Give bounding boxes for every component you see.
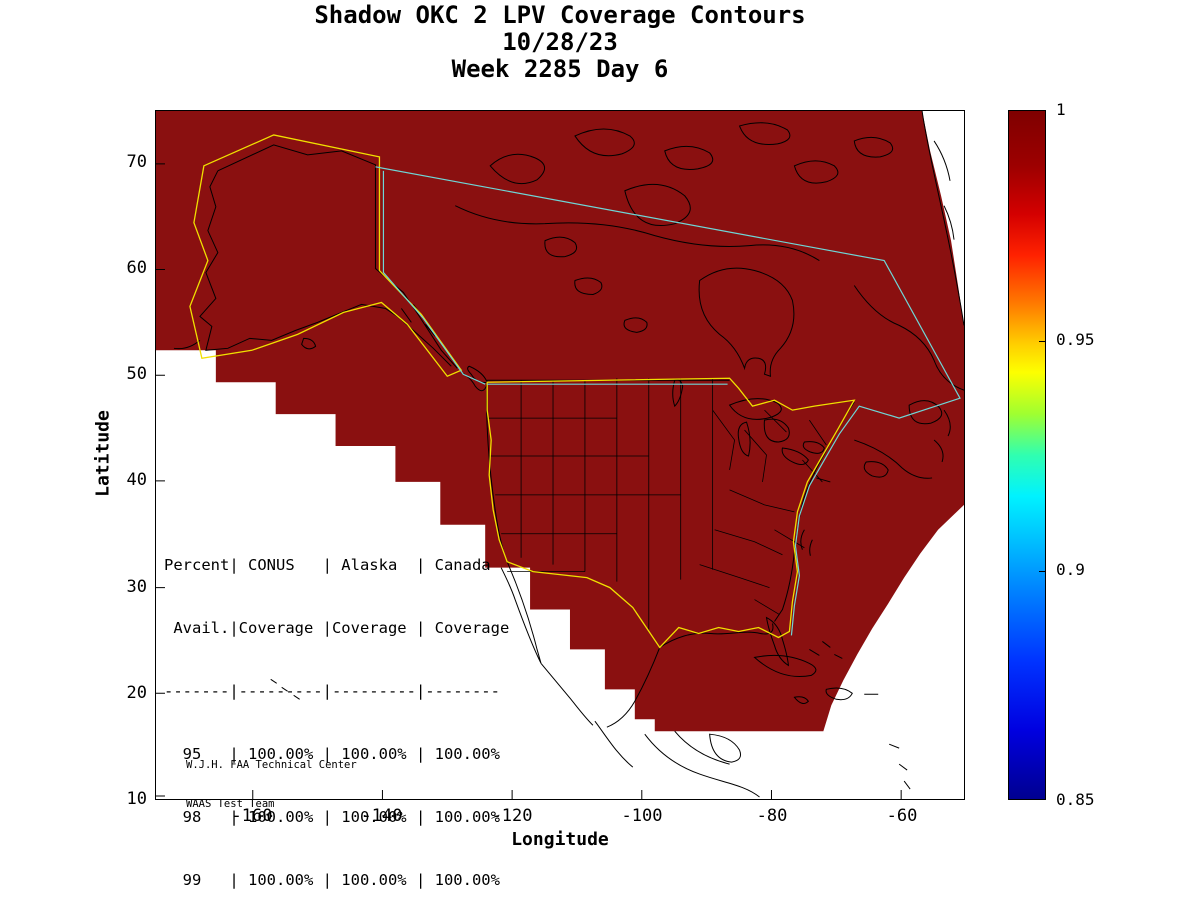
coastline-baja — [500, 561, 542, 664]
y-tick-marks — [156, 163, 165, 797]
y-tick-label-60: 60 — [126, 258, 147, 278]
credit-line-1: W.J.H. FAA Technical Center — [186, 759, 357, 771]
coastline-cuba — [753, 654, 817, 678]
coastline-us-gulf — [659, 623, 774, 648]
coastlines — [173, 111, 964, 798]
y-tick-label-40: 40 — [126, 470, 147, 490]
coastline-caribbean — [793, 641, 911, 790]
coverage-table-row-99: 99 | 100.00% | 100.00% | 100.00% — [164, 871, 500, 889]
credit-line-2: WAAS Test Team — [186, 798, 275, 810]
coastline-us-east — [774, 401, 855, 622]
coastline-hudson-bay — [698, 267, 795, 377]
map-canvas — [156, 111, 964, 799]
coverage-table-header-2: Avail.|Coverage |Coverage | Coverage — [164, 619, 510, 637]
x-tick-label-n80: -80 — [756, 806, 788, 826]
coastline-great-lakes — [728, 398, 825, 466]
state-lines-west — [520, 378, 714, 630]
chart-title: Shadow OKC 2 LPV Coverage Contours — [314, 1, 806, 29]
coverage-table-row-95: 95 | 100.00% | 100.00% | 100.00% — [164, 745, 500, 763]
credit-text: W.J.H. FAA Technical Center WAAS Test Te… — [186, 733, 357, 837]
coastline-arctic-islands — [489, 122, 894, 226]
coastline-central-america — [594, 720, 760, 798]
x-tick-label-n60: -60 — [886, 806, 918, 826]
y-tick-label-20: 20 — [126, 683, 147, 703]
region-contours — [189, 134, 856, 649]
colorbar-tick-095 — [1039, 341, 1045, 342]
coastline-mexico-west — [540, 663, 594, 726]
y-axis-label: Latitude — [92, 410, 114, 497]
service-boundaries — [375, 166, 961, 636]
service-boundary-west — [382, 170, 486, 385]
coastline-canada-lakes — [544, 236, 684, 408]
colorbar — [1008, 110, 1046, 800]
service-boundary-north — [375, 166, 961, 636]
coastline-mexico-gulf — [606, 647, 661, 728]
coastline-st-lawrence — [854, 439, 933, 479]
colorbar-label-090: 0.9 — [1056, 560, 1085, 579]
chart-week-day: Week 2285 Day 6 — [451, 55, 669, 83]
chart-date: 10/28/23 — [502, 28, 618, 56]
chart-title-block: Shadow OKC 2 LPV Coverage Contours 10/28… — [155, 2, 965, 83]
state-lines-horizontal — [487, 417, 681, 573]
axis-tick-marks — [156, 163, 902, 799]
alaska-contour — [189, 134, 463, 378]
x-tick-label-n140: -140 — [361, 806, 403, 826]
x-tick-label-n120: -120 — [491, 806, 533, 826]
coverage-table-header-1: Percent| CONUS | Alaska | Canada — [164, 556, 491, 574]
x-tick-label-n160: -160 — [231, 806, 273, 826]
coverage-table: Percent| CONUS | Alaska | Canada Avail.|… — [164, 513, 509, 900]
plot-area: Percent| CONUS | Alaska | Canada Avail.|… — [155, 110, 965, 889]
state-borders — [487, 378, 827, 630]
coverage-region — [156, 111, 964, 732]
x-axis-label: Longitude — [511, 829, 609, 850]
coastline-labrador — [853, 285, 964, 463]
coastline-hawaii — [270, 678, 300, 700]
y-tick-label-30: 30 — [126, 577, 147, 597]
colorbar-label-085: 0.85 — [1056, 790, 1095, 809]
coastline-florida — [765, 616, 790, 667]
conus-contour — [486, 377, 856, 649]
y-tick-label-70: 70 — [126, 152, 147, 172]
y-tick-label-10: 10 — [126, 789, 147, 809]
coverage-table-row-98: 98 | 100.00% | 100.00% | 100.00% — [164, 808, 500, 826]
coastline-arctic-mainland — [455, 205, 820, 261]
x-tick-marks — [252, 790, 902, 799]
y-tick-label-50: 50 — [126, 364, 147, 384]
coastline-greenland — [921, 111, 964, 326]
coverage-table-separator: -------|---------|---------|-------- — [164, 682, 500, 700]
colorbar-label-1: 1 — [1056, 100, 1066, 119]
state-lines-east — [699, 409, 827, 615]
colorbar-tick-090 — [1039, 571, 1045, 572]
coastline-alaska — [173, 144, 458, 369]
x-tick-label-n100: -100 — [621, 806, 663, 826]
colorbar-label-095: 0.95 — [1056, 330, 1095, 349]
